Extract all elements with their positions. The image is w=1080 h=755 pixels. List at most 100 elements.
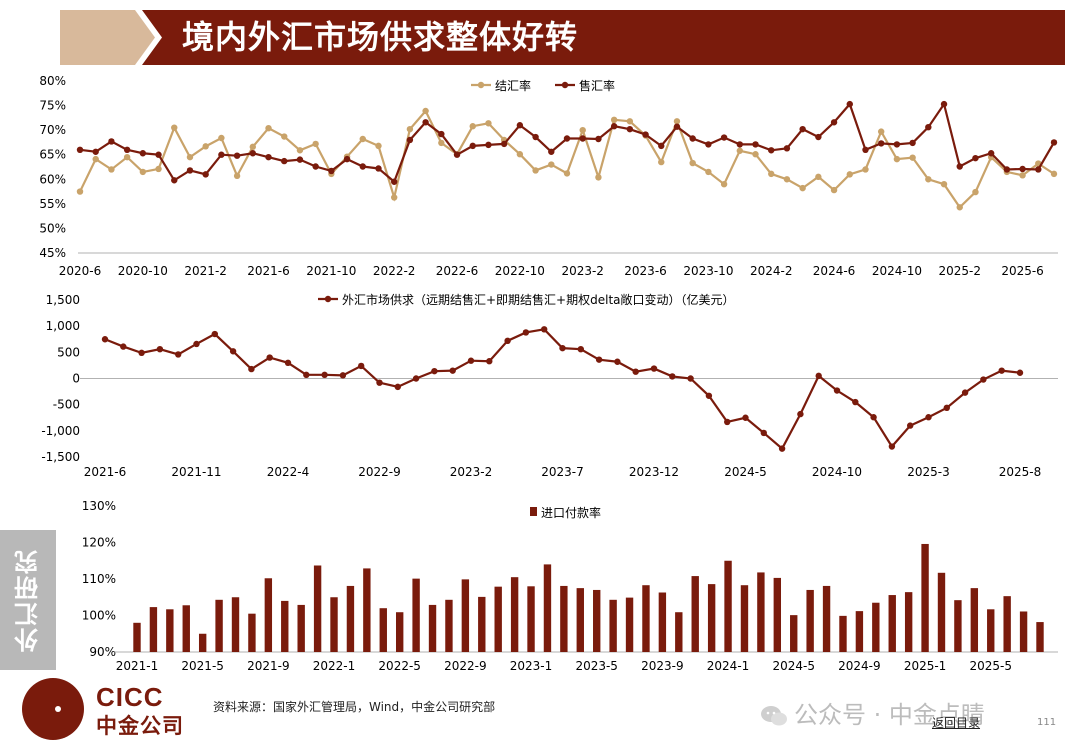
data-point xyxy=(658,158,665,166)
data-point xyxy=(123,153,131,161)
data-point xyxy=(390,178,398,185)
data-point xyxy=(830,119,838,126)
x-tick-label: 2025-3 xyxy=(907,465,950,479)
data-point xyxy=(642,131,649,138)
side-tab xyxy=(0,530,56,670)
data-point xyxy=(925,414,932,421)
bar xyxy=(494,586,502,652)
data-point xyxy=(375,165,382,172)
x-tick-label: 2023-6 xyxy=(624,264,667,278)
x-tick-label: 2025-2 xyxy=(938,264,981,278)
data-point xyxy=(563,170,571,177)
x-tick-label: 2023-5 xyxy=(575,659,618,673)
data-point xyxy=(108,138,115,145)
legend-marker xyxy=(477,81,485,89)
data-point xyxy=(412,375,420,382)
bar xyxy=(363,568,371,652)
data-point xyxy=(673,118,681,125)
x-tick-label: 2025-5 xyxy=(969,659,1012,673)
page-title: 境内外汇市场供求整体好转 xyxy=(182,18,579,56)
x-tick-label: 2021-6 xyxy=(84,465,127,479)
data-point xyxy=(328,167,335,175)
x-tick-label: 2024-10 xyxy=(872,264,922,278)
data-point xyxy=(406,125,414,133)
header-title-band xyxy=(142,10,1065,65)
series-line xyxy=(79,109,1055,209)
data-point xyxy=(138,349,145,357)
x-tick-label: 2020-10 xyxy=(118,264,168,278)
y-tick-label: 90% xyxy=(89,645,116,659)
data-point xyxy=(202,171,209,178)
data-point xyxy=(980,376,987,383)
data-point xyxy=(893,141,901,148)
x-tick-label: 2023-7 xyxy=(541,465,584,479)
x-tick-label: 2025-6 xyxy=(1001,264,1044,278)
data-point xyxy=(123,146,131,153)
x-tick-label: 2023-10 xyxy=(683,264,733,278)
bar xyxy=(330,597,338,652)
data-point xyxy=(742,414,749,421)
data-point xyxy=(799,125,806,133)
data-point xyxy=(888,443,896,450)
bar xyxy=(790,615,798,652)
bar xyxy=(642,585,650,652)
data-point xyxy=(343,155,351,163)
bar xyxy=(593,589,601,652)
data-point xyxy=(705,168,712,176)
data-point xyxy=(422,119,429,126)
data-point xyxy=(186,167,194,174)
x-tick-label: 2024-5 xyxy=(724,465,767,479)
data-point xyxy=(956,204,963,211)
data-point xyxy=(689,135,696,142)
x-tick-label: 2023-1 xyxy=(510,659,553,673)
y-tick-label: 1,000 xyxy=(46,319,80,333)
bar xyxy=(691,576,699,652)
x-tick-label: 2023-12 xyxy=(629,465,679,479)
logo-text-cn: 中金公司 xyxy=(96,714,184,738)
wechat-watermark: 公众号 · 中金点睛 xyxy=(760,695,985,730)
data-point xyxy=(705,392,713,399)
data-point xyxy=(171,177,178,184)
data-point xyxy=(321,371,328,379)
data-point xyxy=(155,151,162,158)
page-number: 111 xyxy=(1037,717,1057,728)
x-tick-label: 2021-5 xyxy=(181,659,224,673)
data-point xyxy=(559,344,566,352)
data-point xyxy=(500,140,508,148)
data-point xyxy=(907,422,914,429)
data-point xyxy=(312,140,319,148)
data-point xyxy=(815,372,822,380)
data-point xyxy=(265,153,272,161)
x-tick-label: 2021-11 xyxy=(171,465,221,479)
series-line xyxy=(79,101,1055,184)
x-tick-label: 2024-6 xyxy=(813,264,856,278)
y-tick-label: -1,000 xyxy=(41,424,80,438)
data-point xyxy=(846,171,853,178)
data-point xyxy=(218,134,225,142)
data-point xyxy=(998,367,1005,374)
bar xyxy=(412,578,420,652)
data-point xyxy=(92,148,99,155)
data-point xyxy=(943,404,950,412)
bar xyxy=(231,597,240,652)
data-point xyxy=(689,159,696,167)
data-point xyxy=(438,139,445,147)
data-point xyxy=(233,152,241,159)
x-tick-label: 2022-1 xyxy=(313,659,356,673)
bar xyxy=(182,605,190,652)
data-point xyxy=(956,163,963,170)
data-point xyxy=(284,359,292,366)
data-point xyxy=(752,151,759,158)
data-point xyxy=(705,141,712,148)
bar xyxy=(773,577,782,652)
data-point xyxy=(852,398,859,406)
back-to-contents-link[interactable]: 返回目录 xyxy=(932,716,981,730)
data-point xyxy=(1003,166,1011,173)
header-accent-shape xyxy=(60,10,155,65)
data-point xyxy=(266,354,273,361)
data-point xyxy=(563,135,571,142)
data-point xyxy=(1050,139,1058,146)
x-tick-label: 2025-8 xyxy=(999,465,1042,479)
data-point xyxy=(359,135,366,143)
